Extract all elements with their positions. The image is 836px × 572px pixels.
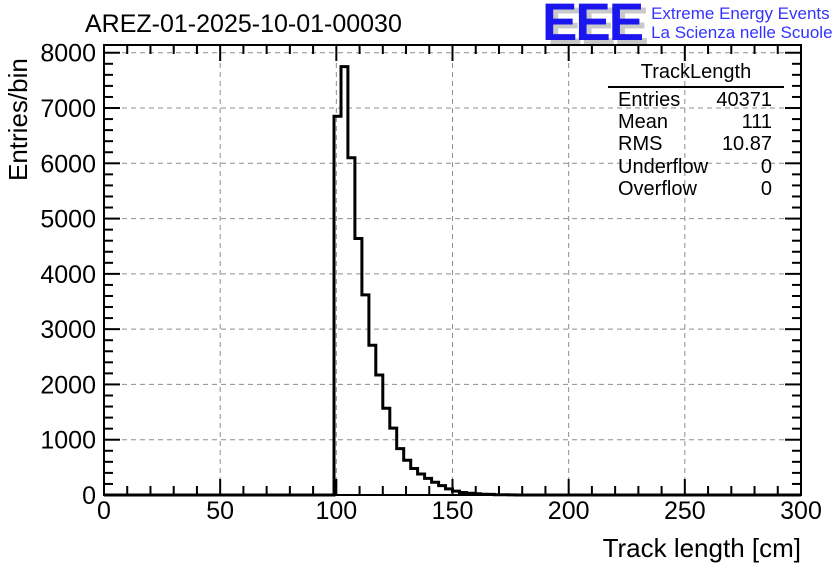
stats-value: 40371 [716,88,772,111]
eee-logo: EEE Extreme Energy Events La Scienza nel… [542,0,833,52]
y-axis-title: Entries/bin [3,58,33,181]
stats-label: Overflow [618,178,697,201]
y-tick-label: 4000 [40,261,96,289]
stats-value: 0 [760,155,772,178]
x-axis-title: Track length [cm] [602,533,801,563]
plot-title: AREZ-01-2025-10-01-00030 [85,10,402,38]
stats-box-separator [608,86,784,88]
stats-value: 10.87 [721,133,772,156]
x-tick-label: 0 [97,497,111,525]
stats-row-rms: RMS 10.87 [602,133,790,156]
y-tick-label: 8000 [40,40,96,68]
y-tick-label: 3000 [40,316,96,344]
stats-label: Mean [618,111,669,134]
stats-box-title: TrackLength [640,61,752,83]
y-tick-label: 0 [82,482,96,510]
stats-label: Underflow [618,155,709,178]
x-tick-label: 250 [664,497,706,525]
y-tick-label: 1000 [40,427,96,455]
x-tick-label: 50 [206,497,234,525]
eee-logo-acronym: EEE [542,0,644,52]
y-tick-label: 2000 [40,371,96,399]
x-tick-label: 300 [780,497,822,525]
stats-box: TrackLength Entries 40371 Mean 111 RMS 1… [602,61,790,201]
y-tick-label: 6000 [40,150,96,178]
stats-row-underflow: Underflow 0 [602,156,790,178]
x-tick-label: 100 [315,497,357,525]
eee-logo-line1: Extreme Energy Events [651,4,830,23]
stats-row-entries: Entries 40371 [602,89,790,111]
eee-logo-line2: La Scienza nelle Scuole [651,23,833,42]
x-tick-label: 200 [548,497,590,525]
stats-row-mean: Mean 111 [602,111,790,133]
y-tick-label: 5000 [40,206,96,234]
stats-value: 0 [760,178,772,201]
stats-label: Entries [618,88,681,111]
stats-label: RMS [618,133,663,156]
x-tick-label: 150 [432,497,474,525]
stats-value: 111 [741,111,772,134]
y-tick-label: 7000 [40,95,96,123]
stats-row-overflow: Overflow 0 [602,178,790,201]
eee-logo-text: Extreme Energy Events La Scienza nelle S… [651,1,832,42]
